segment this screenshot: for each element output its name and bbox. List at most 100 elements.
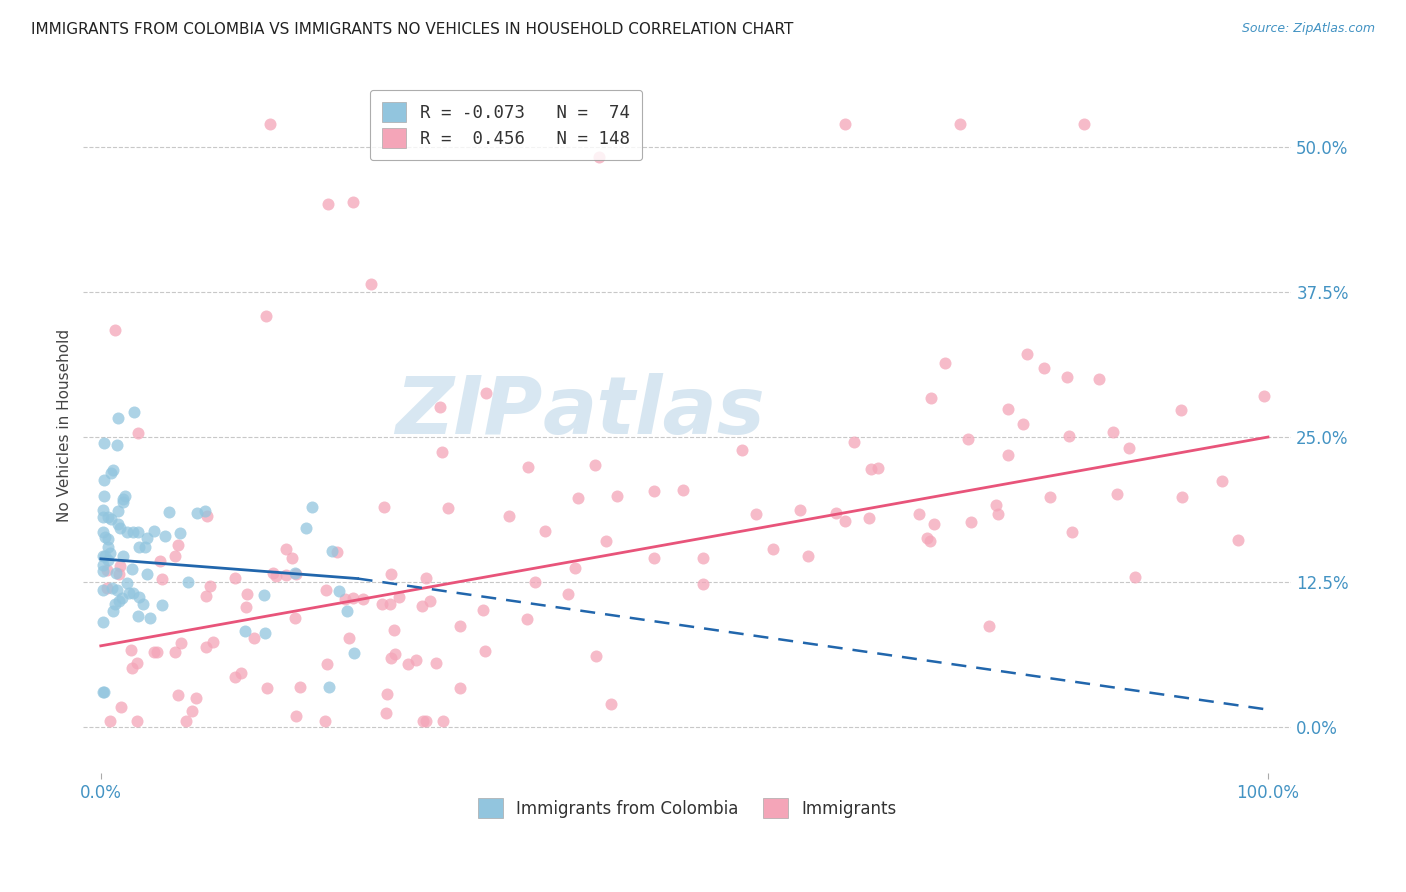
Point	[117, 524, 139, 539]
Point	[588, 150, 610, 164]
Legend: Immigrants from Colombia, Immigrants: Immigrants from Colombia, Immigrants	[471, 792, 904, 824]
Point	[315, 657, 337, 672]
Point	[97, 552, 120, 566]
Point	[107, 594, 129, 608]
Point	[263, 566, 285, 580]
Point	[135, 531, 157, 545]
Point	[201, 634, 224, 648]
Point	[97, 540, 120, 554]
Point	[1033, 361, 1056, 376]
Point	[516, 612, 538, 626]
Point	[143, 524, 166, 538]
Point	[498, 509, 520, 524]
Point	[432, 714, 454, 729]
Point	[127, 714, 149, 729]
Point	[259, 117, 281, 131]
Point	[194, 640, 217, 654]
Point	[1012, 417, 1035, 431]
Point	[105, 566, 128, 581]
Point	[94, 530, 117, 544]
Point	[91, 510, 114, 524]
Point	[405, 652, 427, 666]
Point	[997, 402, 1019, 417]
Point	[643, 483, 665, 498]
Point	[557, 586, 579, 600]
Text: atlas: atlas	[543, 373, 765, 450]
Point	[128, 590, 150, 604]
Point	[396, 657, 419, 671]
Point	[595, 534, 617, 549]
Point	[97, 532, 120, 546]
Point	[111, 549, 134, 564]
Point	[139, 611, 162, 625]
Point	[253, 588, 276, 602]
Point	[111, 591, 134, 605]
Point	[692, 550, 714, 565]
Point	[1056, 370, 1078, 384]
Point	[125, 656, 148, 670]
Point	[316, 197, 339, 211]
Point	[825, 506, 848, 520]
Point	[1123, 570, 1146, 584]
Point	[150, 572, 173, 586]
Point	[105, 438, 128, 452]
Point	[107, 517, 129, 532]
Point	[233, 624, 256, 638]
Point	[797, 549, 820, 563]
Point	[96, 563, 118, 577]
Point	[97, 510, 120, 524]
Point	[127, 609, 149, 624]
Point	[475, 386, 498, 401]
Point	[1105, 487, 1128, 501]
Point	[94, 549, 117, 564]
Point	[93, 473, 115, 487]
Point	[336, 604, 359, 618]
Point	[352, 591, 374, 606]
Point	[1062, 524, 1084, 539]
Point	[429, 400, 451, 414]
Point	[606, 489, 628, 503]
Point	[174, 714, 197, 729]
Point	[918, 533, 941, 548]
Point	[169, 526, 191, 541]
Point	[122, 525, 145, 540]
Point	[243, 631, 266, 645]
Point	[834, 117, 856, 131]
Point	[907, 507, 929, 521]
Point	[112, 494, 135, 508]
Point	[231, 665, 253, 680]
Point	[868, 460, 890, 475]
Point	[986, 498, 1008, 512]
Point	[110, 700, 132, 714]
Point	[430, 445, 453, 459]
Point	[1227, 533, 1250, 548]
Point	[1171, 491, 1194, 505]
Point	[118, 586, 141, 600]
Point	[283, 566, 305, 580]
Point	[107, 567, 129, 582]
Point	[104, 597, 127, 611]
Point	[411, 599, 433, 613]
Point	[745, 507, 768, 521]
Point	[184, 691, 207, 706]
Point	[150, 598, 173, 612]
Point	[163, 549, 186, 563]
Point	[564, 561, 586, 575]
Point	[114, 489, 136, 503]
Point	[253, 625, 276, 640]
Point	[93, 436, 115, 450]
Point	[328, 584, 350, 599]
Point	[236, 587, 259, 601]
Point	[371, 597, 394, 611]
Point	[643, 550, 665, 565]
Point	[534, 524, 557, 538]
Point	[567, 491, 589, 505]
Point	[415, 714, 437, 729]
Point	[388, 590, 411, 604]
Point	[127, 425, 149, 440]
Text: ZIP: ZIP	[395, 373, 543, 450]
Point	[264, 569, 287, 583]
Point	[101, 463, 124, 477]
Point	[986, 507, 1008, 521]
Point	[134, 541, 156, 555]
